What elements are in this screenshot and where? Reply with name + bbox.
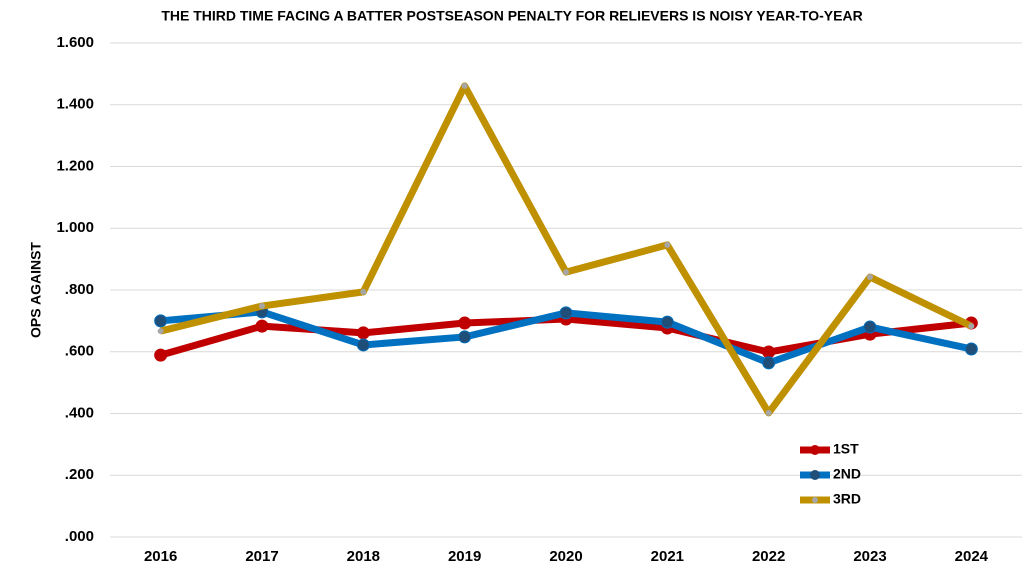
- point-marker: [154, 314, 168, 328]
- y-tick-label: 1.600: [56, 34, 94, 51]
- point-marker: [255, 319, 269, 333]
- point-marker: [360, 288, 367, 295]
- point-marker: [154, 348, 168, 362]
- x-tick-label: 2021: [651, 548, 684, 565]
- legend-label: 2ND: [833, 466, 861, 482]
- y-axis-label: OPS AGAINST: [28, 242, 44, 338]
- legend-marker: [812, 497, 818, 503]
- x-tick-label: 2017: [245, 548, 278, 565]
- point-marker: [157, 328, 164, 335]
- x-tick-label: 2023: [853, 548, 886, 565]
- legend-label: 1ST: [833, 441, 859, 457]
- point-marker: [461, 82, 468, 89]
- x-tick-label: 2018: [347, 548, 380, 565]
- legend-marker: [810, 445, 820, 455]
- point-marker: [356, 338, 370, 352]
- point-marker: [867, 274, 873, 281]
- chart-title: THE THIRD TIME FACING A BATTER POSTSEASO…: [161, 8, 862, 24]
- point-marker: [762, 345, 776, 359]
- point-marker: [968, 323, 975, 330]
- series-line: [159, 82, 973, 417]
- point-marker: [762, 356, 776, 370]
- y-tick-label: 1.200: [56, 157, 94, 174]
- legend-marker: [810, 470, 820, 480]
- point-marker: [458, 330, 472, 344]
- x-tick-label: 2020: [549, 548, 582, 565]
- x-tick-label: 2024: [955, 548, 989, 565]
- y-tick-label: .800: [65, 281, 94, 298]
- x-tick-label: 2019: [448, 548, 481, 565]
- legend-label: 3RD: [833, 491, 861, 507]
- x-tick-label: 2016: [144, 548, 177, 565]
- point-marker: [356, 326, 370, 340]
- point-marker: [863, 320, 877, 334]
- y-tick-label: .200: [65, 466, 94, 483]
- point-marker: [664, 241, 671, 248]
- point-marker: [964, 342, 978, 356]
- y-tick-label: 1.400: [56, 96, 94, 113]
- point-marker: [259, 303, 265, 310]
- y-tick-label: .400: [65, 404, 94, 421]
- point-marker: [765, 409, 772, 416]
- point-marker: [660, 315, 674, 329]
- point-marker: [458, 316, 472, 330]
- y-tick-label: .600: [65, 343, 94, 360]
- point-marker: [559, 306, 573, 320]
- y-tick-label: .000: [65, 528, 94, 545]
- point-marker: [563, 269, 569, 276]
- y-tick-label: 1.000: [56, 219, 94, 236]
- x-tick-label: 2022: [752, 548, 785, 565]
